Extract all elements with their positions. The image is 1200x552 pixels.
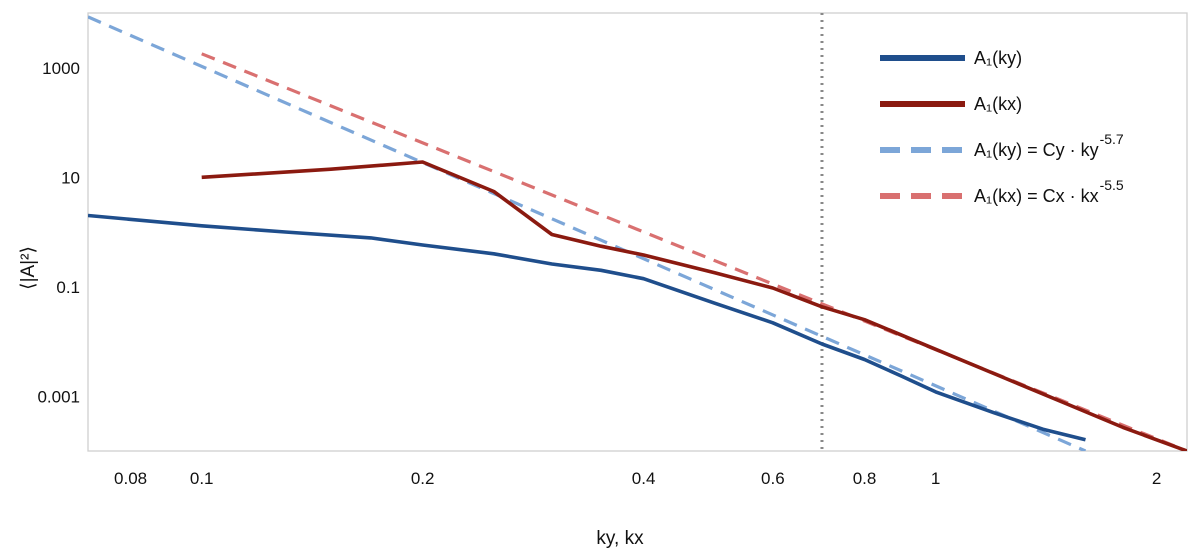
legend-item: A₁(ky) xyxy=(880,48,1022,68)
y-tick-label: 10 xyxy=(61,168,80,187)
x-tick-label: 0.2 xyxy=(411,469,435,488)
series-line-2 xyxy=(201,160,1187,451)
y-tick-label: 0.001 xyxy=(37,387,80,406)
x-tick-label: 0.4 xyxy=(632,469,656,488)
x-tick-label: 0.8 xyxy=(853,469,877,488)
x-axis-label: ky, kx xyxy=(596,528,644,549)
x-tick-label: 0.08 xyxy=(114,469,147,488)
legend-label: A₁(kx) xyxy=(974,94,1022,114)
legend-item: A₁(ky) = Cy · ky-5.7 xyxy=(880,131,1124,160)
y-tick-label: 0.1 xyxy=(56,278,80,297)
legend-exponent: -5.5 xyxy=(1100,177,1124,193)
legend-item: A₁(kx) = Cx · kx-5.5 xyxy=(880,177,1124,206)
legend-label: A₁(ky) xyxy=(974,48,1022,68)
legend-label: A₁(kx) = Cx · kx xyxy=(974,186,1099,206)
x-tick-label: 2 xyxy=(1152,469,1161,488)
legend-exponent: -5.7 xyxy=(1100,131,1124,147)
x-tick-label: 1 xyxy=(931,469,940,488)
series-line-3 xyxy=(88,15,1087,451)
x-tick-label: 0.6 xyxy=(761,469,785,488)
legend-label: A₁(ky) = Cy · ky xyxy=(974,140,1099,160)
x-tick-label: 0.1 xyxy=(190,469,214,488)
series-line-1 xyxy=(88,213,1086,442)
y-tick-label: 1000 xyxy=(42,59,80,78)
legend-item: A₁(kx) xyxy=(880,94,1022,114)
y-axis-label: ⟨|A|²⟩ xyxy=(18,246,39,290)
